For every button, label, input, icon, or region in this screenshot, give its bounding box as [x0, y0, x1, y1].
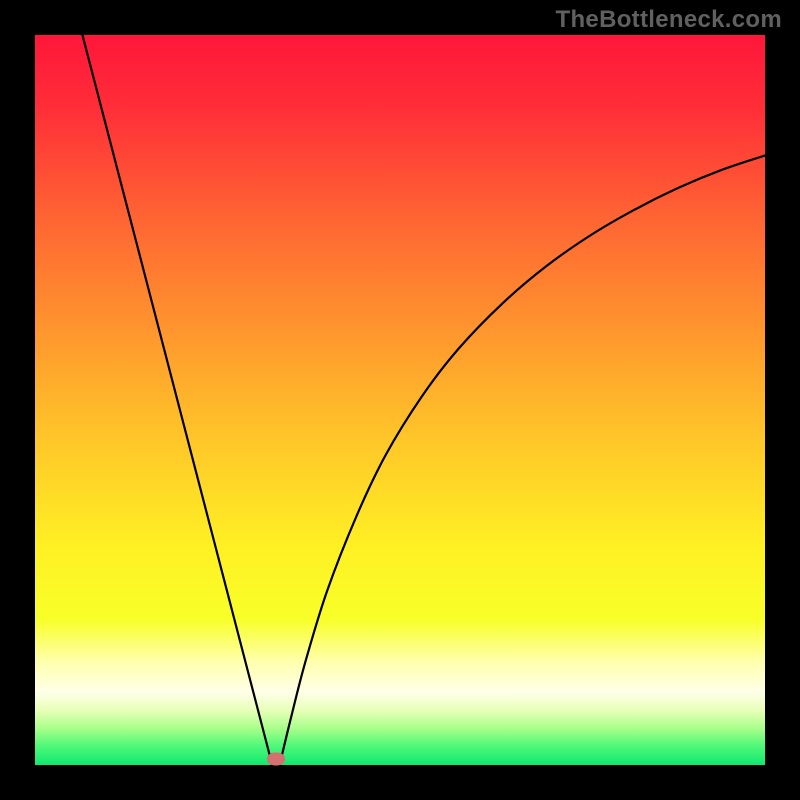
bottleneck-chart — [0, 0, 800, 800]
chart-container: TheBottleneck.com — [0, 0, 800, 800]
watermark-text: TheBottleneck.com — [556, 6, 782, 34]
optimum-marker — [267, 753, 285, 766]
